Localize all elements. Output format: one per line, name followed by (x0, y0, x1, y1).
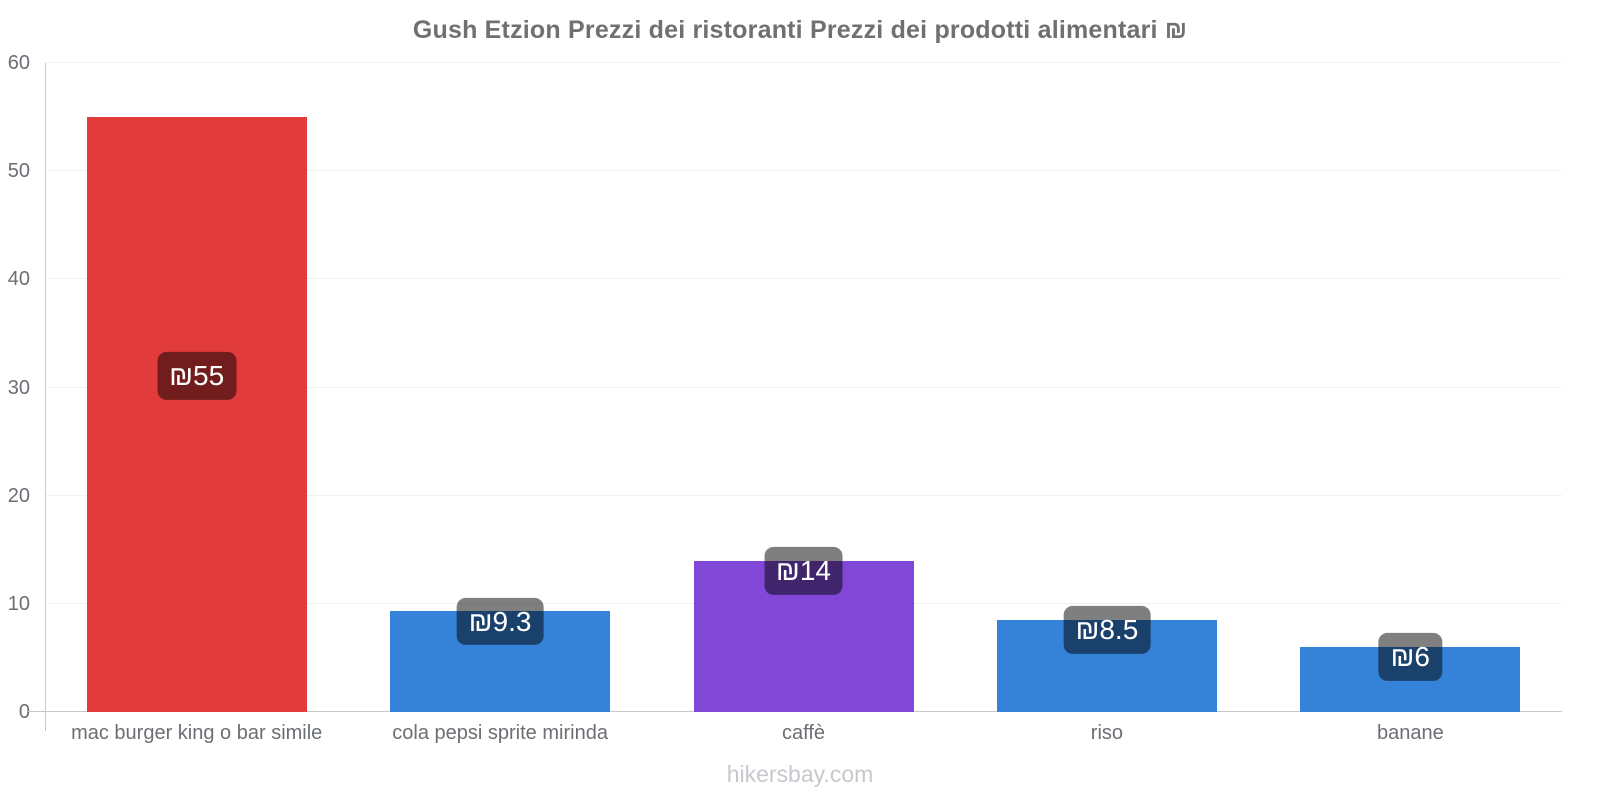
y-axis-line (45, 63, 46, 731)
x-category-label: banane (1376, 722, 1444, 744)
gridline (45, 386, 1562, 388)
y-tick-label: 10 (7, 592, 30, 615)
y-tick-label: 60 (7, 52, 30, 74)
y-tick-label: 0 (18, 701, 30, 723)
x-category-label: mac burger king o bar simile (71, 722, 323, 744)
footer-watermark: hikersbay.com (726, 761, 874, 787)
bar-slot: ₪55 (45, 63, 348, 712)
bar-slot: ₪6 (1259, 63, 1562, 712)
bars-layer: ₪55 ₪9.3 ₪14 ₪8.5 ₪6 (45, 63, 1562, 712)
plot-area: ₪55 ₪9.3 ₪14 ₪8.5 ₪6 (28, 62, 1562, 731)
y-tick-label: 40 (7, 268, 30, 291)
bar-slot: ₪8.5 (955, 63, 1258, 712)
x-axis-labels: mac burger king o bar simile cola pepsi s… (45, 722, 1562, 745)
x-category-label: caffè (782, 722, 826, 744)
bar-slot: ₪9.3 (348, 63, 651, 712)
y-tick-label: 20 (7, 484, 30, 507)
zero-tick-mark (28, 711, 45, 712)
y-axis: 0 10 20 30 40 50 60 (0, 53, 36, 722)
bar-mac-burger-king-o-bar-simile[interactable] (86, 117, 307, 712)
value-badge: ₪6 (1378, 633, 1443, 682)
chart-title: Gush Etzion Prezzi dei ristoranti Prezzi… (412, 16, 1188, 44)
value-badge: ₪14 (764, 546, 843, 595)
gridline (45, 170, 1562, 172)
x-category-label: riso (1090, 722, 1124, 744)
value-badge: ₪9.3 (456, 597, 544, 646)
x-category-label: cola pepsi sprite mirinda (392, 722, 608, 744)
value-badge: ₪8.5 (1063, 606, 1151, 654)
value-badge: ₪55 (157, 351, 237, 400)
gridline (45, 62, 1562, 63)
gridline (45, 494, 1562, 496)
y-tick-label: 30 (7, 376, 30, 399)
y-tick-label: 50 (7, 160, 30, 183)
bar-slot: ₪14 (652, 63, 955, 712)
gridline (45, 278, 1562, 280)
